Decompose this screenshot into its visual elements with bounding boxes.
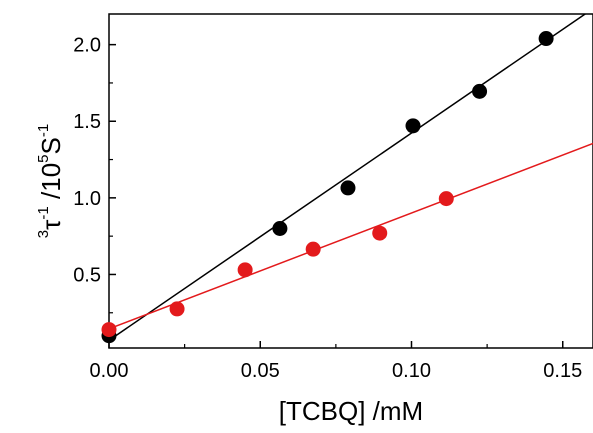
x-tick-label: 0.00 xyxy=(90,360,129,382)
data-point-series-2 xyxy=(101,322,117,338)
data-point-series-2 xyxy=(372,225,388,241)
y-axis-title: 3τ-1 /105S-1 xyxy=(35,124,66,238)
x-tick-label: 0.10 xyxy=(392,360,431,382)
y-label-pre-sup: 3 xyxy=(35,230,52,238)
plot-frame xyxy=(108,13,593,349)
x-tick-label: 0.15 xyxy=(543,360,582,382)
y-axis-ticks: 0.5 1.0 1.5 2.0 xyxy=(73,35,116,314)
data-point-series-2 xyxy=(438,191,454,207)
fit-line-series-2 xyxy=(108,142,593,330)
data-point-series-1 xyxy=(538,31,554,47)
y-label-base: τ xyxy=(36,219,66,230)
y-tick-label: 1.0 xyxy=(73,188,101,210)
x-axis-ticks: 0.00 0.05 0.10 0.15 xyxy=(90,341,582,382)
y-tick-label: 0.5 xyxy=(73,264,101,286)
data-point-series-1 xyxy=(272,220,288,236)
plot-area xyxy=(108,13,593,349)
x-axis-title: [TCBQ] /mM xyxy=(279,396,423,426)
data-points xyxy=(101,31,554,344)
data-point-series-2 xyxy=(237,262,253,278)
y-tick-label: 1.5 xyxy=(73,111,101,133)
y-label-unit-prefix: /10 xyxy=(36,163,66,206)
data-point-series-1 xyxy=(472,83,488,99)
data-point-series-2 xyxy=(305,241,321,257)
y-label-unit-prefix-sup: 5 xyxy=(35,155,52,163)
y-label-unit-sup: -1 xyxy=(35,124,52,137)
data-point-series-1 xyxy=(340,180,356,196)
y-label-unit: S xyxy=(36,137,66,154)
data-point-series-1 xyxy=(405,118,421,134)
data-point-series-2 xyxy=(169,301,185,317)
y-label-base-sup: -1 xyxy=(35,206,52,219)
fit-line-series-1 xyxy=(108,13,586,341)
fit-lines xyxy=(108,13,593,341)
y-tick-label: 2.0 xyxy=(73,35,101,57)
x-tick-label: 0.05 xyxy=(241,360,280,382)
